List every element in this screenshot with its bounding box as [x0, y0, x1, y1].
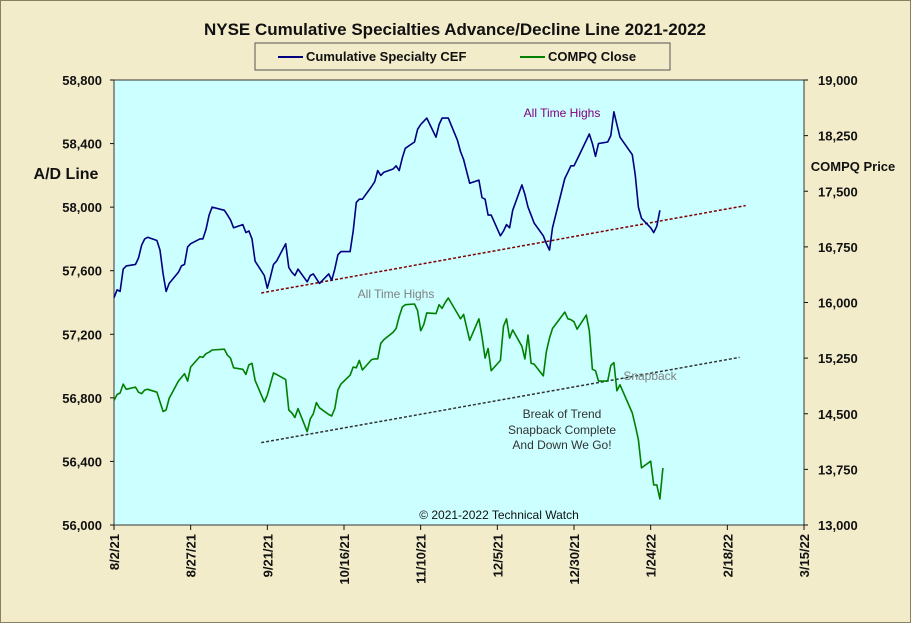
y-left-tick-label: 57,600: [62, 264, 102, 279]
plot-area: [113, 79, 805, 526]
y-right-tick-label: 17,500: [818, 184, 858, 199]
x-tick-label: 11/10/21: [414, 534, 429, 584]
y-left-tick-label: 58,800: [62, 73, 102, 88]
y-right-tick-label: 16,750: [818, 240, 858, 255]
x-tick-label: 12/5/21: [490, 534, 505, 577]
y-left-tick-label: 58,400: [62, 137, 102, 152]
y-left-tick-label: 56,800: [62, 391, 102, 406]
legend-label-compq: COMPQ Close: [548, 49, 636, 64]
series-line-cef: [113, 111, 661, 298]
annotation-all-time-highs-compq: All Time Highs: [358, 287, 435, 301]
legend-box: [254, 42, 671, 71]
annotation-all-time-highs-cef: All Time Highs: [524, 106, 601, 120]
y-right-tick-label: 15,250: [818, 351, 858, 366]
legend-label-cef: Cumulative Specialty CEF: [306, 49, 466, 64]
y-right-tick-label: 14,500: [818, 407, 858, 422]
x-tick-label: 2/18/22: [720, 534, 735, 577]
y-left-tick-label: 56,400: [62, 454, 102, 469]
x-tick-label: 8/27/21: [184, 534, 199, 577]
y-left-tick-label: 58,000: [62, 200, 102, 215]
x-tick-label: 1/24/22: [644, 534, 659, 577]
y-right-tick-label: 16,000: [818, 296, 858, 311]
x-axis: 8/2/21 8/27/21 9/21/21 10/16/21 11/10/21 12/5…: [107, 525, 812, 585]
chart-title: NYSE Cumulative Specialties Advance/Decl…: [204, 20, 706, 39]
series-line-compq: [113, 297, 664, 500]
y-axis-right: 13,000 13,750 14,500 15,250 16,000 16,750 17,5…: [804, 73, 858, 533]
series-lines: [113, 111, 664, 500]
y-axis-left: 56,000 56,400 56,800 57,200 57,600 58,000 58,4…: [62, 73, 114, 533]
legend: Cumulative Specialty CEF COMPQ Close: [254, 42, 671, 71]
x-tick-label: 8/2/21: [107, 534, 122, 570]
x-tick-label: 10/16/21: [337, 534, 352, 585]
y-left-tick-label: 57,200: [62, 327, 102, 342]
annotations: All Time Highs All Time Highs Snapback B…: [358, 106, 678, 522]
annotation-snapback-complete: Snapback Complete: [508, 423, 616, 437]
y-right-tick-label: 13,750: [818, 462, 858, 477]
trendline-0: [261, 204, 746, 294]
annotation-and-down-we-go: And Down We Go!: [512, 438, 611, 452]
x-tick-label: 3/15/22: [797, 534, 812, 577]
y-right-tick-label: 18,250: [818, 129, 858, 144]
x-tick-label: 12/30/21: [567, 534, 582, 585]
trendline-1: [261, 356, 740, 444]
y-right-tick-label: 19,000: [818, 73, 858, 88]
trendlines: [261, 204, 746, 444]
x-tick-label: 9/21/21: [260, 534, 275, 577]
y-right-tick-label: 13,000: [818, 518, 858, 533]
y-left-tick-label: 56,000: [62, 518, 102, 533]
y-axis-right-label: COMPQ Price: [811, 159, 896, 174]
annotation-break-of-trend: Break of Trend: [523, 407, 602, 421]
y-axis-left-label: A/D Line: [34, 166, 99, 183]
annotation-snapback: Snapback: [623, 369, 677, 383]
copyright-note: © 2021-2022 Technical Watch: [419, 508, 579, 522]
